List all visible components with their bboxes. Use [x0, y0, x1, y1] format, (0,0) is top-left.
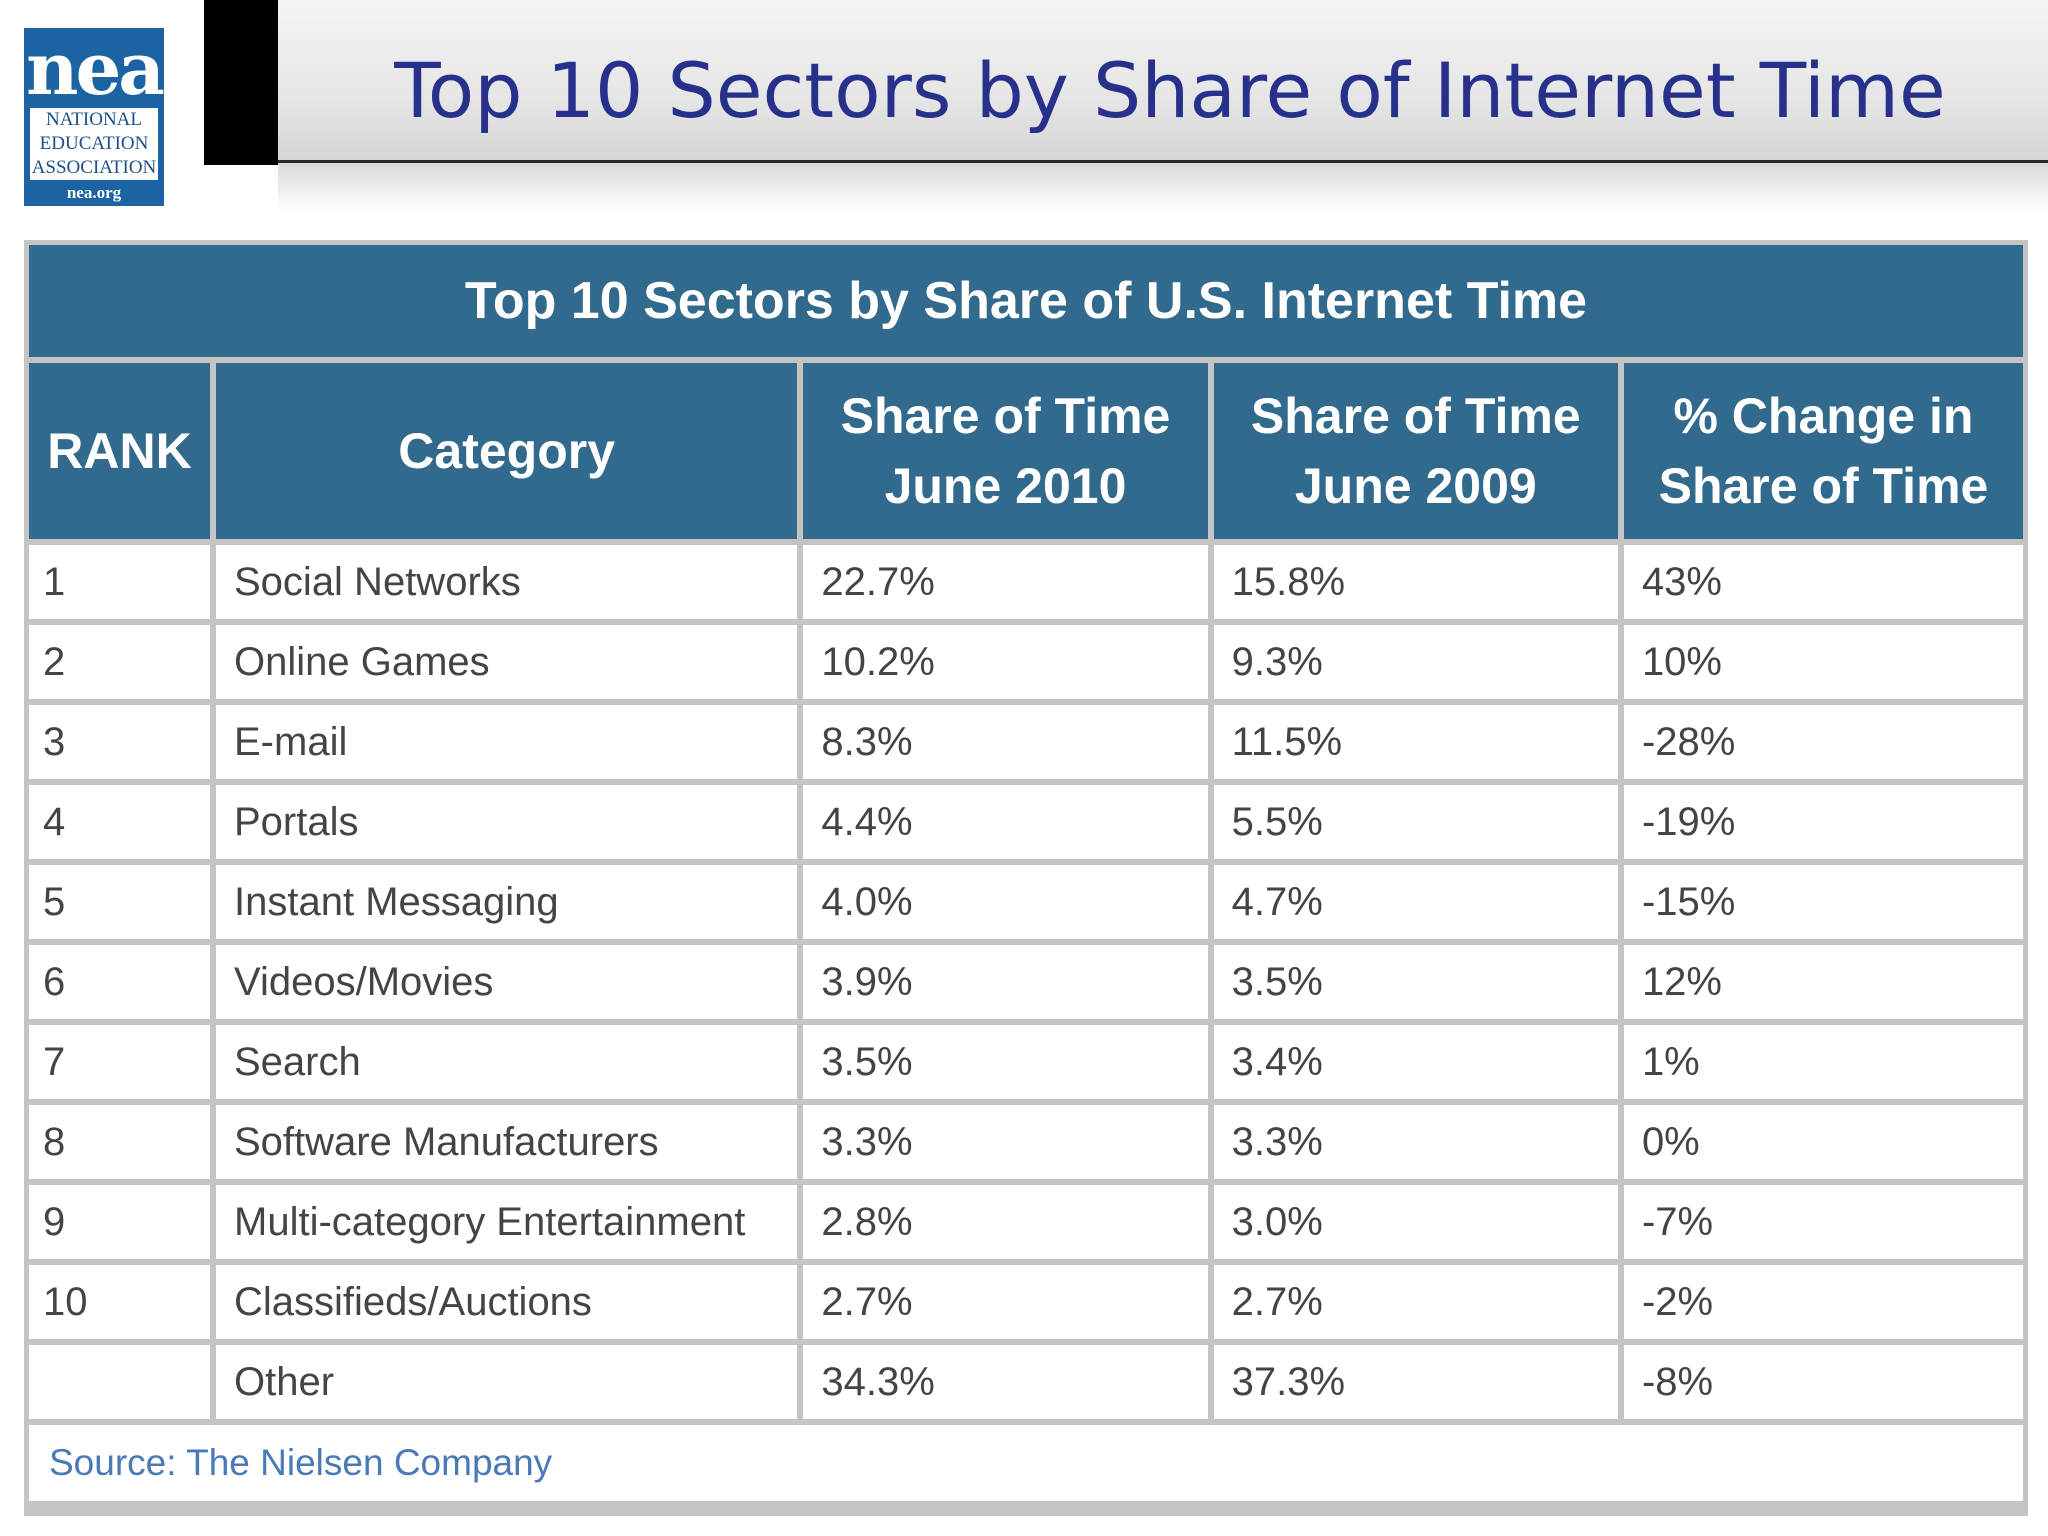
table-row: 10 Classifieds/Auctions 2.7% 2.7% -2%	[29, 1265, 2023, 1339]
change-cell: 0%	[1623, 1105, 2023, 1179]
change-cell: -2%	[1623, 1265, 2023, 1339]
table-row: 3 E-mail 8.3% 11.5% -28%	[29, 705, 2023, 779]
column-header-line: Share of Time	[840, 388, 1171, 444]
change-cell: 10%	[1623, 625, 2023, 699]
share-2010-cell: 2.7%	[803, 1265, 1208, 1339]
share-2009-cell: 4.7%	[1213, 865, 1618, 939]
logo-org-name: NATIONAL EDUCATION ASSOCIATION	[30, 108, 158, 180]
change-cell: -28%	[1623, 705, 2023, 779]
share-2009-cell: 2.7%	[1213, 1265, 1618, 1339]
rank-cell: 4	[29, 785, 210, 859]
logo-mark: nea	[26, 26, 165, 111]
share-2010-cell: 22.7%	[803, 545, 1208, 619]
rank-cell: 1	[29, 545, 210, 619]
header-shadow	[278, 163, 2048, 211]
category-cell: Social Networks	[216, 545, 798, 619]
table-caption: Top 10 Sectors by Share of U.S. Internet…	[29, 245, 2023, 357]
share-2010-cell: 3.3%	[803, 1105, 1208, 1179]
share-2009-cell: 3.5%	[1213, 945, 1618, 1019]
column-header-line: % Change in	[1673, 388, 1974, 444]
rank-cell: 5	[29, 865, 210, 939]
column-header-rank: RANK	[29, 363, 210, 539]
category-cell: Online Games	[216, 625, 798, 699]
share-2009-cell: 9.3%	[1213, 625, 1618, 699]
share-2009-cell: 15.8%	[1213, 545, 1618, 619]
change-cell: -7%	[1623, 1185, 2023, 1259]
header-band	[278, 0, 2048, 163]
column-header-june-2010: Share of Time June 2010	[803, 363, 1208, 539]
share-2010-cell: 4.0%	[803, 865, 1208, 939]
category-cell: Search	[216, 1025, 798, 1099]
table-row: Other 34.3% 37.3% -8%	[29, 1345, 2023, 1419]
category-cell: Classifieds/Auctions	[216, 1265, 798, 1339]
column-header-line: Category	[398, 423, 616, 479]
category-cell: Portals	[216, 785, 798, 859]
table-row: 4 Portals 4.4% 5.5% -19%	[29, 785, 2023, 859]
share-2009-cell: 37.3%	[1213, 1345, 1618, 1419]
share-2010-cell: 4.4%	[803, 785, 1208, 859]
header-accent-bar	[204, 0, 278, 165]
slide-title: Top 10 Sectors by Share of Internet Time	[394, 46, 1946, 135]
change-cell: 43%	[1623, 545, 2023, 619]
share-2009-cell: 3.3%	[1213, 1105, 1618, 1179]
sectors-table: RANK Category Share of Time June 2010 Share …	[23, 357, 2029, 1425]
category-cell: Instant Messaging	[216, 865, 798, 939]
logo-org-line: EDUCATION	[39, 133, 149, 154]
table-row: 1 Social Networks 22.7% 15.8% 43%	[29, 545, 2023, 619]
rank-cell: 10	[29, 1265, 210, 1339]
change-cell: 1%	[1623, 1025, 2023, 1099]
table-row: 9 Multi-category Entertainment 2.8% 3.0% -7%	[29, 1185, 2023, 1259]
nea-logo: nea NATIONAL EDUCATION ASSOCIATION nea.o…	[24, 26, 165, 206]
category-cell: Software Manufacturers	[216, 1105, 798, 1179]
source-note: Source: The Nielsen Company	[29, 1425, 2023, 1501]
share-2009-cell: 3.4%	[1213, 1025, 1618, 1099]
share-2009-cell: 5.5%	[1213, 785, 1618, 859]
change-cell: -19%	[1623, 785, 2023, 859]
share-2010-cell: 34.3%	[803, 1345, 1208, 1419]
table-body: 1 Social Networks 22.7% 15.8% 43% 2 Online Gam…	[29, 545, 2023, 1419]
column-header-line: RANK	[47, 423, 192, 479]
share-2010-cell: 8.3%	[803, 705, 1208, 779]
share-2010-cell: 3.5%	[803, 1025, 1208, 1099]
share-2009-cell: 3.0%	[1213, 1185, 1618, 1259]
share-2010-cell: 3.9%	[803, 945, 1208, 1019]
table-row: 8 Software Manufacturers 3.3% 3.3% 0%	[29, 1105, 2023, 1179]
column-header-change: % Change in Share of Time	[1623, 363, 2023, 539]
category-cell: Multi-category Entertainment	[216, 1185, 798, 1259]
rank-cell: 3	[29, 705, 210, 779]
table-header-row: RANK Category Share of Time June 2010 Share …	[29, 363, 2023, 539]
table-row: 6 Videos/Movies 3.9% 3.5% 12%	[29, 945, 2023, 1019]
column-header-line: June 2010	[884, 458, 1127, 514]
column-header-line: June 2009	[1294, 458, 1537, 514]
table-row: 7 Search 3.5% 3.4% 1%	[29, 1025, 2023, 1099]
share-2010-cell: 10.2%	[803, 625, 1208, 699]
sectors-table-frame: Top 10 Sectors by Share of U.S. Internet…	[24, 240, 2028, 1516]
column-header-line: Share of Time	[1658, 458, 1989, 514]
change-cell: -8%	[1623, 1345, 2023, 1419]
category-cell: E-mail	[216, 705, 798, 779]
logo-url: nea.org	[66, 183, 122, 202]
logo-org-line: ASSOCIATION	[31, 157, 157, 178]
change-cell: -15%	[1623, 865, 2023, 939]
rank-cell	[29, 1345, 210, 1419]
rank-cell: 8	[29, 1105, 210, 1179]
column-header-line: Share of Time	[1250, 388, 1581, 444]
category-cell: Videos/Movies	[216, 945, 798, 1019]
share-2010-cell: 2.8%	[803, 1185, 1208, 1259]
column-header-june-2009: Share of Time June 2009	[1213, 363, 1618, 539]
rank-cell: 9	[29, 1185, 210, 1259]
table-row: 5 Instant Messaging 4.0% 4.7% -15%	[29, 865, 2023, 939]
rank-cell: 6	[29, 945, 210, 1019]
table-row: 2 Online Games 10.2% 9.3% 10%	[29, 625, 2023, 699]
change-cell: 12%	[1623, 945, 2023, 1019]
column-header-category: Category	[216, 363, 798, 539]
logo-org-line: NATIONAL	[45, 109, 143, 130]
category-cell: Other	[216, 1345, 798, 1419]
share-2009-cell: 11.5%	[1213, 705, 1618, 779]
rank-cell: 2	[29, 625, 210, 699]
rank-cell: 7	[29, 1025, 210, 1099]
